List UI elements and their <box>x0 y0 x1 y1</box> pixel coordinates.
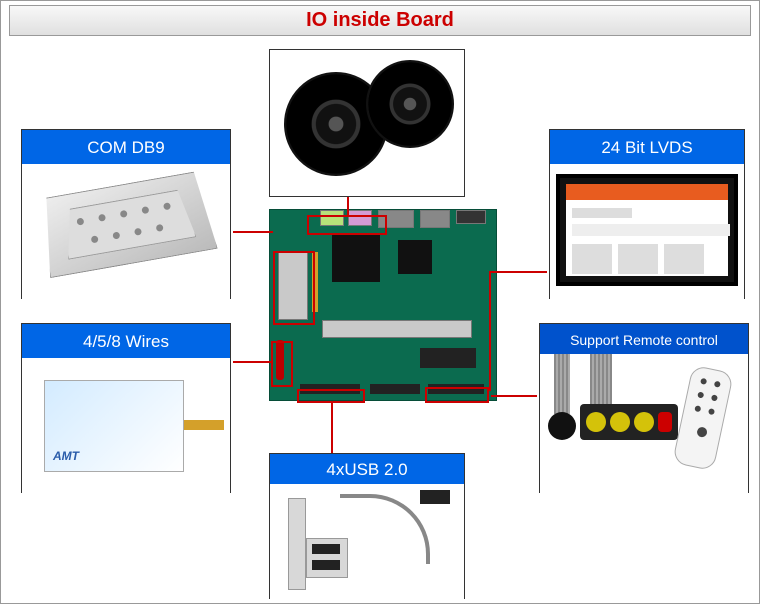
callout-usb <box>297 389 365 403</box>
panel-wires-header: 4/5/8 Wires <box>22 324 230 358</box>
panel-usb-body <box>270 484 464 600</box>
usb-header-plug <box>420 490 450 504</box>
panel-wires-body: AMT <box>22 358 230 494</box>
panel-usb: 4xUSB 2.0 <box>269 453 465 599</box>
panel-com-header: COM DB9 <box>22 130 230 164</box>
remote-control <box>672 365 734 472</box>
usb-port <box>312 544 340 554</box>
lcd-screen <box>556 174 738 286</box>
db9-pin <box>112 231 120 239</box>
touch-panel: AMT <box>44 380 184 472</box>
panel-remote-label: Support Remote control <box>570 332 718 348</box>
line-remote <box>491 395 537 397</box>
line-wires <box>233 361 271 363</box>
usb-port <box>312 560 340 570</box>
board-cpu <box>332 234 380 282</box>
db9-pin <box>120 210 128 218</box>
panel-speakers <box>269 49 465 197</box>
touch-flex-cable <box>184 420 224 430</box>
remote-btn <box>711 394 718 401</box>
panel-wires-label: 4/5/8 Wires <box>83 332 169 351</box>
remote-btn <box>694 405 701 412</box>
db9-shell <box>36 170 217 278</box>
board-ram-slot <box>322 320 472 338</box>
title-text: IO inside Board <box>306 9 454 31</box>
db9-pin <box>134 228 142 236</box>
remote-btn <box>700 378 707 385</box>
speaker-right <box>366 60 454 148</box>
membrane-btn <box>634 412 654 432</box>
membrane-btn-power <box>658 412 672 432</box>
speakers-body <box>270 50 464 196</box>
lcd-ui <box>572 244 612 274</box>
db9-pin <box>76 218 84 226</box>
db9-face <box>60 188 197 260</box>
callout-remote-lvds <box>425 387 489 403</box>
board-chip <box>398 240 432 274</box>
panel-lvds-label: 24 Bit LVDS <box>601 138 692 157</box>
panel-remote-header: Support Remote control <box>540 324 748 354</box>
panel-com-label: COM DB9 <box>87 138 164 157</box>
remote-btn <box>697 391 704 398</box>
lcd-topbar <box>566 184 728 200</box>
usb-bracket <box>288 498 306 590</box>
lcd-ui <box>664 244 704 274</box>
membrane-ribbon <box>590 354 612 404</box>
board-hdmi <box>456 210 486 224</box>
callout-speaker <box>307 215 387 235</box>
panel-lvds-body <box>550 164 744 300</box>
line-lvds-v <box>489 271 491 391</box>
line-speaker <box>347 197 349 215</box>
board-header-2 <box>370 384 420 394</box>
db9-pin <box>91 235 99 243</box>
panel-com-body <box>22 164 230 300</box>
panel-wires: 4/5/8 Wires AMT <box>21 323 231 493</box>
remote-btn <box>696 426 708 438</box>
panel-usb-header: 4xUSB 2.0 <box>270 454 464 484</box>
panel-remote-body <box>540 354 748 494</box>
db9-pin <box>163 202 171 210</box>
lcd-ui <box>572 208 632 218</box>
ir-receiver <box>548 412 576 440</box>
line-com <box>233 231 273 233</box>
callout-wires <box>271 341 293 387</box>
ir-ribbon <box>554 354 570 414</box>
remote-btn <box>708 408 715 415</box>
membrane-btn <box>610 412 630 432</box>
panel-com-db9: COM DB9 <box>21 129 231 299</box>
line-lvds-h <box>491 271 547 273</box>
panel-remote: Support Remote control <box>539 323 749 493</box>
remote-btn <box>714 381 721 388</box>
board-chip-2 <box>420 348 476 368</box>
panel-lvds: 24 Bit LVDS <box>549 129 745 299</box>
membrane-btn <box>586 412 606 432</box>
lcd-content <box>566 184 728 276</box>
callout-com <box>273 251 315 325</box>
db9-pin <box>141 206 149 214</box>
touch-brand: AMT <box>53 449 79 463</box>
lcd-ui <box>618 244 658 274</box>
board-usb-rear <box>420 210 450 228</box>
line-usb <box>331 403 333 453</box>
panel-usb-label: 4xUSB 2.0 <box>326 460 407 479</box>
lcd-ui <box>572 224 730 236</box>
page-title: IO inside Board <box>9 5 751 36</box>
db9-pin <box>156 224 164 232</box>
usb-cable <box>340 494 430 564</box>
db9-pin <box>98 214 106 222</box>
membrane-keypad <box>580 404 678 440</box>
panel-lvds-header: 24 Bit LVDS <box>550 130 744 164</box>
